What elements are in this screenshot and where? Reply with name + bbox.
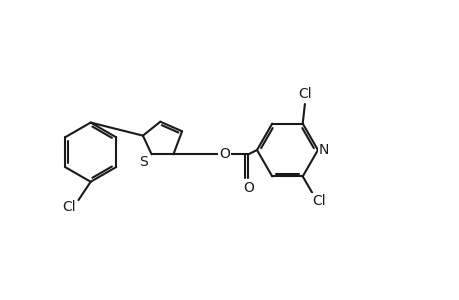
Text: N: N xyxy=(318,143,329,157)
Text: O: O xyxy=(218,147,230,161)
Text: Cl: Cl xyxy=(311,194,325,208)
Text: Cl: Cl xyxy=(62,200,76,214)
Text: O: O xyxy=(242,181,253,195)
Text: Cl: Cl xyxy=(297,87,311,101)
Text: S: S xyxy=(139,155,148,169)
